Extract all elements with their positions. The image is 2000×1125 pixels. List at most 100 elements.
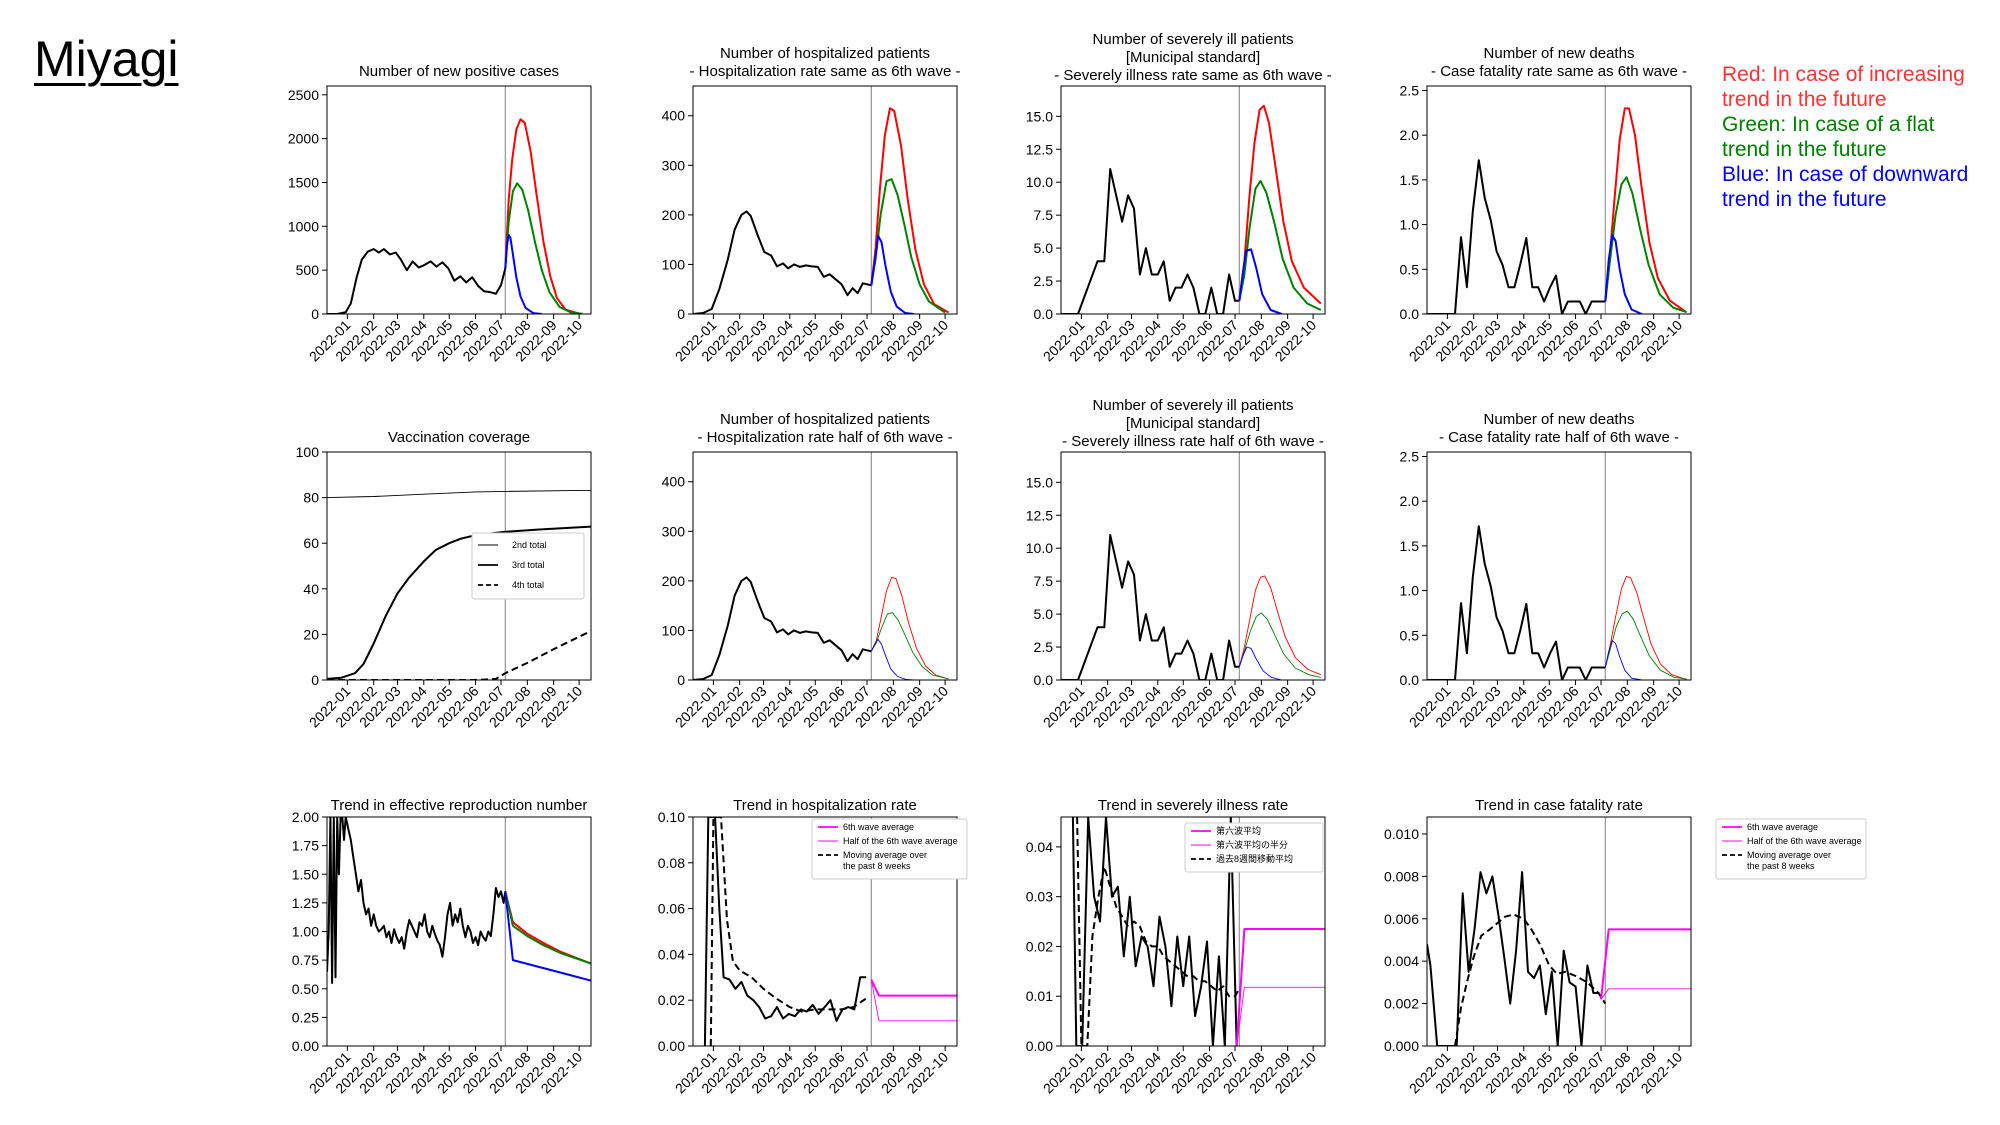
series-actual: [1427, 159, 1606, 314]
y-tick-label: 2500: [288, 87, 319, 103]
plot-frame: [1060, 451, 1326, 681]
chart-panel: Number of hospitalized patients- Hospita…: [662, 411, 958, 730]
y-tick-label: 1500: [288, 174, 319, 190]
note-increasing-line-2: trend in the future: [1722, 88, 1887, 111]
y-tick-label: 1.5: [1400, 538, 1420, 554]
y-tick-label: 0.50: [292, 981, 319, 997]
note-flat: Green: In case of a flat trend in the fu…: [1722, 112, 1934, 162]
plot-area: [327, 86, 583, 314]
chart-title: - Severely illness rate same as 6th wave…: [1054, 67, 1332, 84]
y-tick-label: 0.00: [658, 1038, 685, 1054]
y-tick-label: 0.004: [1384, 953, 1419, 969]
chart-title: Number of new deaths: [1484, 45, 1635, 62]
y-tick-label: 0.006: [1384, 911, 1419, 927]
legend-label-wave6_half: Half of the 6th wave average: [843, 836, 958, 846]
plot-frame: [326, 816, 592, 1047]
y-tick-label: 0.08: [658, 855, 685, 871]
y-tick-label: 10.0: [1026, 174, 1053, 190]
y-tick-label: 0: [677, 672, 685, 688]
series-downward: [1238, 248, 1283, 314]
legend-label-wave6: 6th wave average: [1747, 822, 1818, 832]
y-tick-label: 0.0: [1400, 672, 1420, 688]
y-tick-label: 7.5: [1034, 573, 1054, 589]
y-tick-label: 0.04: [658, 946, 685, 962]
y-tick-label: 60: [303, 535, 319, 551]
series-downward: [504, 891, 591, 982]
series-flat: [870, 178, 946, 314]
plot-area: [1427, 86, 1688, 314]
y-tick-label: 2.5: [1034, 639, 1054, 655]
y-tick-label: 0: [311, 306, 319, 322]
series-wave6_half: [1600, 988, 1691, 1000]
series-increasing: [1604, 575, 1686, 680]
chart-panel: Number of new deaths- Case fatality rate…: [1400, 45, 1692, 364]
legend-label-moving: Moving average over: [1747, 850, 1831, 860]
series-moving: [709, 817, 868, 1046]
y-tick-label: 2.0: [1400, 127, 1420, 143]
series-downward: [1238, 646, 1282, 680]
y-tick-label: 0.02: [1026, 938, 1053, 954]
legend-label-wave6_half: Half of the 6th wave average: [1747, 836, 1862, 846]
chart-title: Vaccination coverage: [388, 429, 530, 446]
external-legend: 6th wave average Half of the 6th wave ave…: [1715, 818, 1867, 880]
chart-title: - Case fatality rate same as 6th wave -: [1431, 63, 1687, 80]
series-downward: [1604, 234, 1643, 314]
series-wave6: [1235, 928, 1325, 1046]
plot-frame: [1426, 85, 1692, 315]
chart-title: Number of hospitalized patients: [720, 411, 930, 428]
series-wave6: [870, 979, 957, 997]
series-downward: [870, 234, 914, 314]
y-tick-label: 0.75: [292, 952, 319, 968]
legend-label-wave6: 第六波平均: [1216, 825, 1261, 836]
y-tick-label: 0.5: [1400, 261, 1420, 277]
legend-label-moving: Moving average over: [843, 850, 927, 860]
chart-title: Number of severely ill patients: [1093, 31, 1294, 48]
series-increasing: [1238, 575, 1321, 676]
chart-panel: Number of severely ill patients[Municipa…: [1026, 397, 1326, 730]
y-tick-label: 300: [662, 157, 686, 173]
series-actual: [327, 248, 507, 314]
series-actual: [1427, 525, 1606, 680]
y-tick-label: 400: [662, 108, 686, 124]
y-tick-label: 2.5: [1400, 448, 1420, 464]
series-flat: [1604, 610, 1687, 680]
y-tick-label: 7.5: [1034, 207, 1054, 223]
y-tick-label: 0.06: [658, 901, 685, 917]
series-moving: [1454, 913, 1607, 1046]
note-flat-line-2: trend in the future: [1722, 138, 1887, 161]
y-tick-label: 1.0: [1400, 583, 1420, 599]
legend: 2nd total 3rd total 4th total: [471, 532, 585, 600]
y-tick-label: 12.5: [1026, 507, 1053, 523]
y-tick-label: 0.10: [658, 809, 685, 825]
legend-box: [471, 532, 585, 600]
series-increasing: [504, 891, 591, 965]
y-tick-label: 5.0: [1034, 240, 1054, 256]
note-downward: Blue: In case of downward trend in the f…: [1722, 162, 1968, 212]
y-tick-label: 1.25: [292, 895, 319, 911]
series-increasing: [1238, 104, 1322, 305]
y-tick-label: 1000: [288, 218, 319, 234]
plot-area: [1061, 452, 1321, 680]
chart-panel: Trend in case fatality rate 0.000 0.002 0.0…: [1384, 797, 1692, 1096]
series-flat: [504, 182, 583, 314]
note-increasing: Red: In case of increasing trend in the …: [1722, 62, 1965, 112]
chart-title: Number of severely ill patients: [1093, 397, 1294, 414]
series-actual: [693, 576, 872, 680]
legend-label-moving: 過去8週間移動平均: [1216, 853, 1293, 864]
series-increasing: [504, 118, 580, 314]
y-tick-label: 1.50: [292, 866, 319, 882]
plot-frame: [1426, 816, 1692, 1047]
series-flat: [1238, 612, 1321, 678]
y-tick-label: 0.5: [1400, 627, 1420, 643]
chart-title: Number of hospitalized patients: [720, 45, 930, 62]
y-tick-label: 0.010: [1384, 826, 1419, 842]
y-tick-label: 0.00: [292, 1038, 319, 1054]
y-tick-label: 40: [303, 581, 319, 597]
y-tick-label: 2.00: [292, 809, 319, 825]
y-tick-label: 0.02: [658, 992, 685, 1008]
legend: 6th wave average Half of the 6th wave ave…: [1715, 818, 1867, 880]
legend-label-moving-cont: the past 8 weeks: [843, 861, 911, 871]
chart-panel: Trend in hospitalization rate 0.00 0.02 0.0…: [658, 797, 968, 1096]
y-tick-label: 2000: [288, 131, 319, 147]
plot-frame: [326, 451, 592, 681]
